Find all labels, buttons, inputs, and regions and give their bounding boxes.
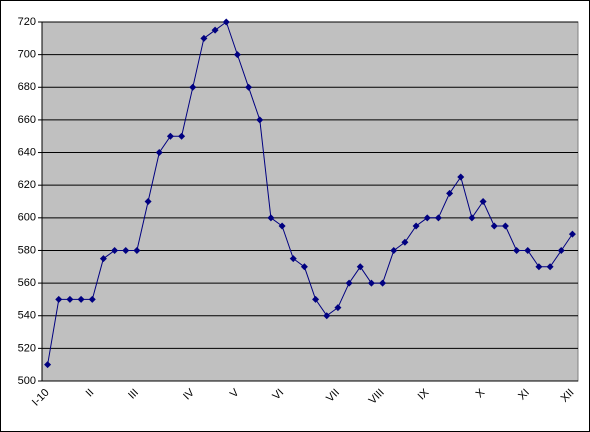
- y-tick-label: 500: [18, 375, 36, 387]
- data-marker: [166, 132, 174, 140]
- data-marker: [501, 222, 509, 230]
- data-marker: [557, 246, 565, 254]
- y-tick-label: 560: [18, 277, 36, 289]
- y-tick-label: 580: [18, 244, 36, 256]
- data-marker: [155, 149, 163, 157]
- data-marker: [423, 214, 431, 222]
- data-marker: [133, 246, 141, 254]
- y-tick-label: 620: [18, 179, 36, 191]
- data-marker: [535, 263, 543, 271]
- data-marker: [55, 295, 63, 303]
- y-tick-label: 700: [18, 49, 36, 61]
- data-marker: [546, 263, 554, 271]
- data-marker: [245, 83, 253, 91]
- y-tick-label: 520: [18, 342, 36, 354]
- data-marker: [524, 246, 532, 254]
- data-marker: [99, 255, 107, 263]
- data-marker: [312, 295, 320, 303]
- data-marker: [367, 279, 375, 287]
- data-marker: [412, 222, 420, 230]
- data-marker: [189, 83, 197, 91]
- data-marker: [379, 279, 387, 287]
- data-marker: [278, 222, 286, 230]
- y-tick-label: 540: [18, 310, 36, 322]
- data-marker: [345, 279, 353, 287]
- data-marker: [568, 230, 576, 238]
- data-marker: [267, 214, 275, 222]
- data-marker: [178, 132, 186, 140]
- y-tick-label: 660: [18, 114, 36, 126]
- y-tick-label: 720: [18, 16, 36, 28]
- data-marker: [446, 189, 454, 197]
- data-marker: [211, 26, 219, 34]
- data-marker: [323, 312, 331, 320]
- data-marker: [122, 246, 130, 254]
- data-marker: [356, 263, 364, 271]
- data-marker: [77, 295, 85, 303]
- data-marker: [468, 214, 476, 222]
- data-marker: [44, 361, 52, 369]
- data-marker: [513, 246, 521, 254]
- data-marker: [289, 255, 297, 263]
- data-marker: [256, 116, 264, 124]
- data-marker: [233, 51, 241, 59]
- data-marker: [334, 304, 342, 312]
- data-marker: [434, 214, 442, 222]
- data-marker: [490, 222, 498, 230]
- y-tick-label: 680: [18, 81, 36, 93]
- plot-area: [41, 21, 579, 382]
- data-marker: [111, 246, 119, 254]
- data-marker: [144, 198, 152, 205]
- data-marker: [457, 173, 465, 181]
- data-marker: [390, 246, 398, 254]
- y-tick-label: 600: [18, 212, 36, 224]
- data-marker: [479, 198, 487, 205]
- data-marker: [222, 18, 230, 26]
- y-tick-label: 640: [18, 146, 36, 158]
- data-marker: [401, 238, 409, 246]
- data-marker: [300, 263, 308, 271]
- data-marker: [88, 295, 96, 303]
- data-marker: [200, 34, 208, 42]
- data-marker: [66, 295, 74, 303]
